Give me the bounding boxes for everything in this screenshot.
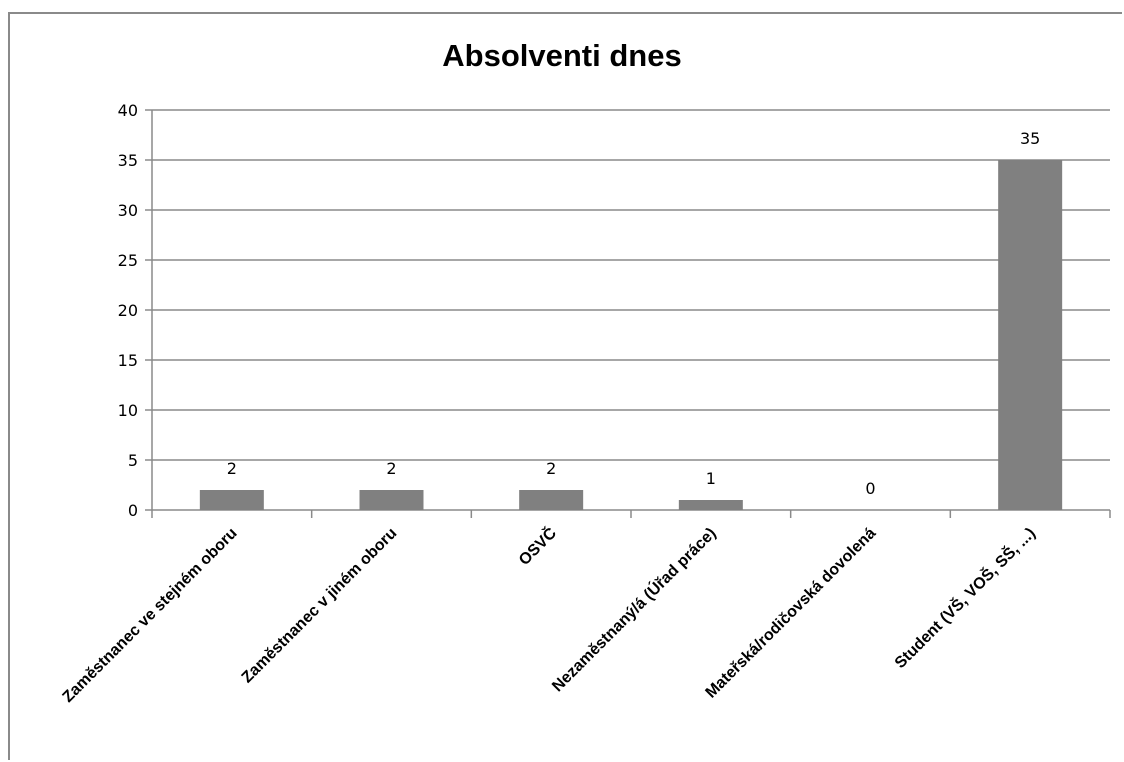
y-tick-label: 25	[118, 251, 138, 270]
data-label: 0	[865, 479, 875, 498]
data-label: 1	[706, 469, 716, 488]
y-tick-label: 20	[118, 301, 138, 320]
x-category-label: Nezaměstnaný/á (Úřad práce)	[548, 523, 720, 695]
bar	[998, 160, 1063, 510]
bar	[199, 490, 264, 510]
x-category-label: OSVČ	[514, 523, 560, 569]
y-tick-label: 35	[118, 151, 138, 170]
x-category-label: Zaměstnanec v jiném oboru	[239, 525, 401, 687]
y-tick-label: 15	[118, 351, 138, 370]
bar	[359, 490, 424, 510]
chart-title: Absolventi dnes	[442, 38, 682, 73]
bar	[678, 500, 743, 510]
bar	[519, 490, 584, 510]
y-tick-label: 40	[118, 101, 138, 120]
data-label: 2	[227, 459, 237, 478]
y-tick-label: 5	[128, 451, 138, 470]
y-tick-label: 30	[118, 201, 138, 220]
chart-frame	[8, 12, 1122, 760]
x-category-label: Student (VŠ, VOŠ, SŠ, ...)	[890, 523, 1039, 672]
data-label: 2	[386, 459, 396, 478]
x-category-label: Mateřská/rodičovská dovolená	[703, 525, 880, 702]
y-tick-label: 0	[128, 501, 138, 520]
data-label: 35	[1020, 129, 1040, 148]
x-category-label: Zaměstnanec ve stejném oboru	[60, 525, 241, 706]
y-tick-label: 10	[118, 401, 138, 420]
data-label: 2	[546, 459, 556, 478]
